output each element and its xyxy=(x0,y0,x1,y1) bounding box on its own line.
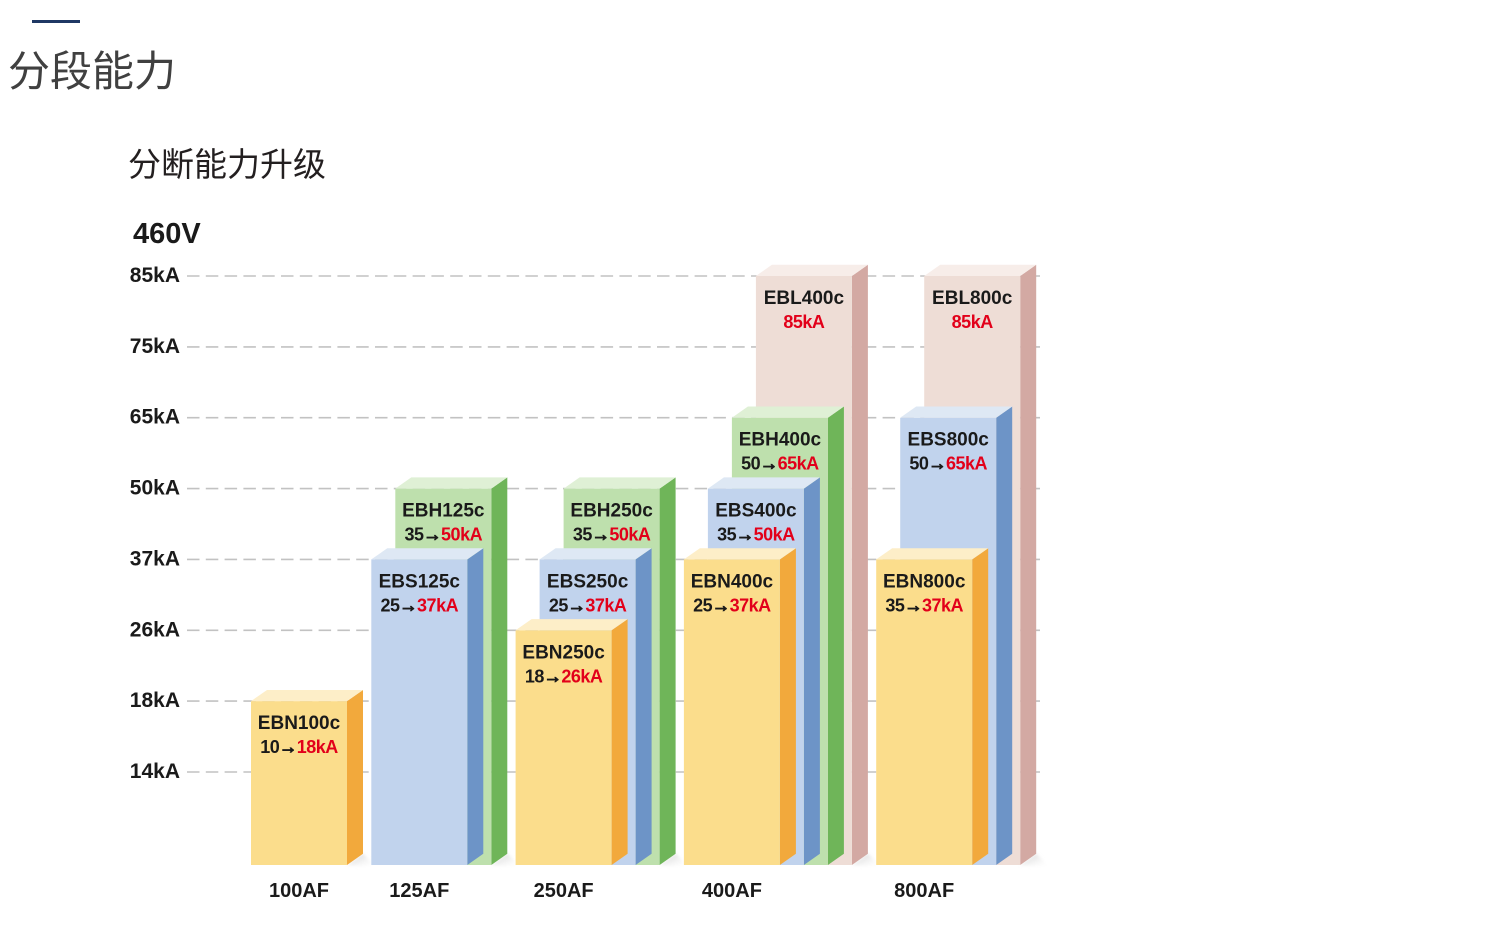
svg-text:10→18kA: 10→18kA xyxy=(260,737,338,757)
svg-text:75kA: 75kA xyxy=(130,335,180,358)
svg-text:37kA: 37kA xyxy=(130,547,180,570)
svg-text:EBN400c: EBN400c xyxy=(691,571,774,592)
svg-text:85kA: 85kA xyxy=(130,264,180,287)
svg-text:65kA: 65kA xyxy=(130,406,180,429)
svg-text:EBN800c: EBN800c xyxy=(883,571,966,592)
svg-text:26kA: 26kA xyxy=(130,618,180,641)
svg-text:14kA: 14kA xyxy=(130,760,180,783)
svg-text:18→26kA: 18→26kA xyxy=(525,666,603,686)
svg-text:25→37kA: 25→37kA xyxy=(381,595,459,615)
svg-text:EBS400c: EBS400c xyxy=(715,501,797,522)
svg-text:18kA: 18kA xyxy=(130,689,180,712)
svg-text:125AF: 125AF xyxy=(389,880,449,902)
svg-text:50→65kA: 50→65kA xyxy=(909,454,987,474)
svg-text:100AF: 100AF xyxy=(269,880,329,902)
svg-text:35→37kA: 35→37kA xyxy=(885,595,963,615)
svg-text:EBL800c: EBL800c xyxy=(932,288,1013,309)
svg-text:50→65kA: 50→65kA xyxy=(741,454,819,474)
svg-text:400AF: 400AF xyxy=(702,880,762,902)
svg-text:EBH400c: EBH400c xyxy=(739,430,822,451)
svg-text:EBS800c: EBS800c xyxy=(908,430,990,451)
svg-text:35→50kA: 35→50kA xyxy=(717,525,795,545)
svg-text:50kA: 50kA xyxy=(130,477,180,500)
svg-text:EBH125c: EBH125c xyxy=(402,501,485,522)
svg-text:250AF: 250AF xyxy=(534,880,594,902)
svg-text:35→50kA: 35→50kA xyxy=(405,525,483,545)
svg-text:EBH250c: EBH250c xyxy=(570,501,653,522)
svg-text:EBN250c: EBN250c xyxy=(522,642,605,663)
svg-text:85kA: 85kA xyxy=(952,312,994,332)
svg-text:800AF: 800AF xyxy=(894,880,954,902)
svg-text:EBL400c: EBL400c xyxy=(764,288,845,309)
svg-text:25→37kA: 25→37kA xyxy=(549,595,627,615)
svg-text:85kA: 85kA xyxy=(783,312,825,332)
svg-text:35→50kA: 35→50kA xyxy=(573,525,651,545)
svg-text:EBS250c: EBS250c xyxy=(547,571,629,592)
svg-text:25→37kA: 25→37kA xyxy=(693,595,771,615)
svg-text:EBS125c: EBS125c xyxy=(379,571,461,592)
svg-text:EBN100c: EBN100c xyxy=(258,713,341,734)
